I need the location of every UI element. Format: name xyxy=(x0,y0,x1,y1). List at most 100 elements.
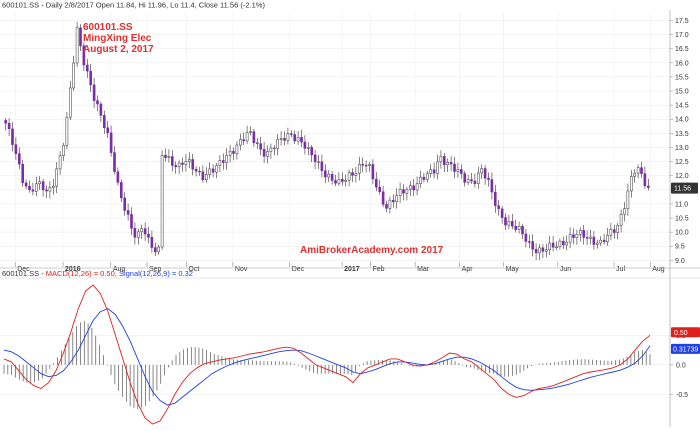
candle-body xyxy=(459,169,463,174)
price-ytick-label: 11.0 xyxy=(675,201,688,208)
candle-body xyxy=(208,168,212,175)
macd-value-tag: 0.50 xyxy=(671,327,700,338)
candle-body xyxy=(592,236,596,245)
candle-body xyxy=(160,155,164,248)
price-ytick-label: 14.0 xyxy=(675,117,689,124)
price-xtick-label: Oct xyxy=(188,266,199,273)
candle-body xyxy=(198,170,201,173)
candle-body xyxy=(514,225,518,230)
candle-body xyxy=(490,179,494,193)
price-header: 600101.SS - Daily 2/8/2017 Open 11.84, H… xyxy=(2,1,265,10)
candle-body xyxy=(276,139,280,149)
candle-body xyxy=(153,247,157,253)
candle-body xyxy=(300,137,303,143)
candle-body xyxy=(527,241,531,243)
candle-body xyxy=(181,162,184,165)
price-xtick-label: Feb xyxy=(373,266,385,273)
price-ytick-label: 16.0 xyxy=(675,60,689,67)
candle-body xyxy=(157,246,161,253)
candle-body xyxy=(313,154,317,163)
candle-body xyxy=(310,147,314,156)
candle-body xyxy=(555,246,558,248)
candle-body xyxy=(538,247,541,254)
candle-body xyxy=(245,132,249,142)
candle-body xyxy=(24,182,28,187)
candle-body xyxy=(606,234,609,243)
candle-body xyxy=(623,208,626,215)
candle-body xyxy=(551,242,555,248)
candle-body xyxy=(446,162,450,166)
company-annotation: MingXing Elec xyxy=(83,33,152,44)
last-price-tag: 11.56 xyxy=(671,182,698,194)
price-ytick-label: 15.0 xyxy=(675,89,689,96)
candle-body xyxy=(510,221,514,227)
candle-body xyxy=(174,165,178,168)
candle-body xyxy=(347,172,351,181)
candle-body xyxy=(85,64,89,72)
candle-body xyxy=(259,143,263,150)
ticker-annotation: 600101.SS xyxy=(83,22,133,33)
candle-body xyxy=(558,240,562,248)
candle-body xyxy=(143,228,147,235)
candle-body xyxy=(96,100,99,105)
candle-body xyxy=(140,228,144,233)
macd-header-prefix: 600101.SS - xyxy=(2,269,46,278)
candle-body xyxy=(65,116,69,146)
candle-body xyxy=(470,179,473,182)
candle-body xyxy=(286,133,290,141)
candle-body xyxy=(497,205,501,210)
candle-body xyxy=(79,27,82,47)
candle-body xyxy=(28,185,31,191)
candle-body xyxy=(405,189,409,194)
candle-body xyxy=(439,156,443,163)
candle-body xyxy=(167,156,171,158)
candle-body xyxy=(442,156,446,166)
candle-body xyxy=(82,45,86,66)
candle-body xyxy=(41,181,45,191)
candle-body xyxy=(11,128,14,145)
candle-body xyxy=(164,155,167,158)
candle-body xyxy=(21,163,25,184)
candle-body xyxy=(106,127,110,134)
candle-body xyxy=(136,231,140,238)
candle-body xyxy=(589,236,592,239)
candle-body xyxy=(531,241,535,250)
candle-body xyxy=(116,171,120,183)
price-xtick-label: Jun xyxy=(560,266,571,273)
candle-body xyxy=(572,234,575,238)
candle-body xyxy=(408,185,412,190)
price-ytick-label: 17.0 xyxy=(675,32,689,39)
candle-body xyxy=(283,138,286,141)
candle-body xyxy=(31,189,35,192)
candle-body xyxy=(391,199,395,202)
candle-body xyxy=(7,122,11,130)
macd-header: 600101.SS - MACD(12,26) = 0.50, Signal(1… xyxy=(2,269,193,278)
candle-body xyxy=(646,185,650,188)
candle-body xyxy=(544,249,548,252)
price-xtick-label: Apr xyxy=(462,266,474,273)
candle-body xyxy=(99,103,103,116)
candle-body xyxy=(4,120,8,124)
date-annotation: August 2, 2017 xyxy=(83,44,154,55)
candle-body xyxy=(612,229,616,233)
watermark: AmiBrokerAcademy.com 2017 xyxy=(300,245,444,256)
macd-ytick-label: 0.0 xyxy=(676,362,686,369)
candle-body xyxy=(463,173,467,183)
price-xtick-label: May xyxy=(506,266,520,273)
candle-body xyxy=(334,180,337,184)
candle-body xyxy=(14,144,18,154)
candle-body xyxy=(507,221,511,226)
price-ytick-label: 14.5 xyxy=(675,103,689,110)
candle-body xyxy=(602,239,606,243)
candle-body xyxy=(58,155,62,170)
candle-body xyxy=(381,191,385,205)
candle-body xyxy=(385,204,388,209)
candle-body xyxy=(62,145,65,157)
candle-body xyxy=(252,131,256,144)
candle-body xyxy=(609,229,613,236)
candle-body xyxy=(357,163,361,174)
price-xtick-label: Aug xyxy=(652,266,665,273)
candle-body xyxy=(109,132,113,153)
candle-body xyxy=(55,168,59,187)
candle-body xyxy=(38,181,42,185)
